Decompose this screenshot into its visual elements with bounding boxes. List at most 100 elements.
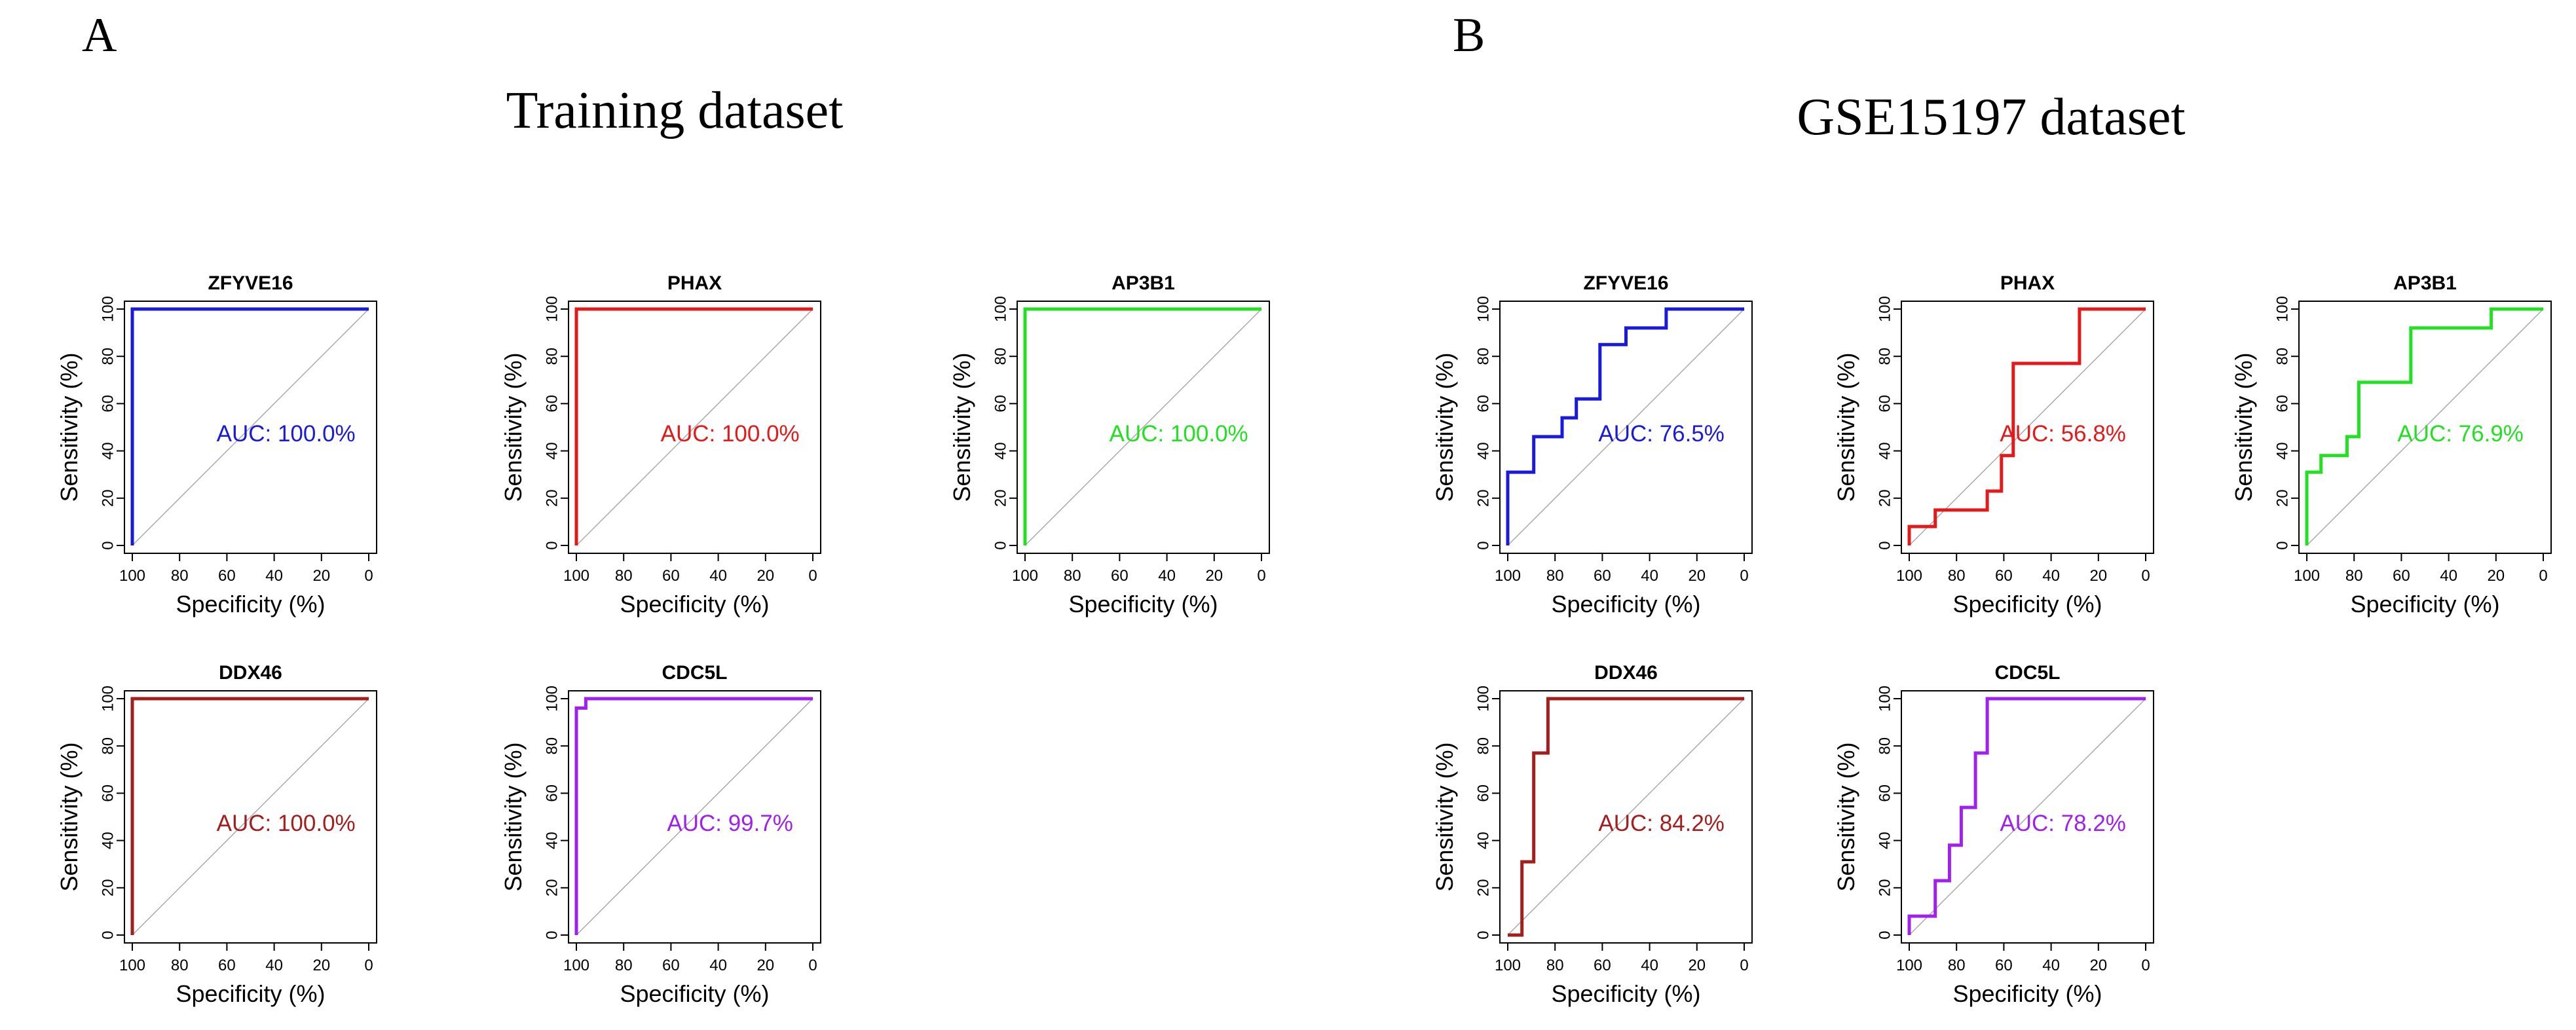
x-tick-label: 20	[312, 957, 330, 974]
x-tick-label: 0	[1740, 567, 1748, 585]
auc-label: AUC: 84.2%	[1598, 811, 1725, 836]
roc-charts: 100 80 60 40 20 0 0 20 40 60 80 100 ZFYVE16 Specifici…	[56, 272, 2552, 1007]
roc-curve	[574, 697, 813, 935]
reference-diagonal	[1507, 308, 1745, 546]
y-tick-label: 80	[1876, 737, 1894, 755]
y-tick-label: 60	[992, 395, 1009, 413]
roc-curve	[1907, 697, 2146, 935]
y-tick-label: 40	[1876, 832, 1894, 849]
y-tick-label: 60	[1876, 784, 1894, 802]
x-tick-label: 60	[1594, 957, 1611, 974]
x-tick-label: 0	[364, 567, 373, 585]
roc-curve	[1506, 307, 1744, 545]
x-tick-label: 40	[2042, 567, 2060, 585]
x-tick-label: 0	[2539, 567, 2547, 585]
x-tick-label: 20	[2487, 567, 2505, 585]
y-tick-label: 80	[543, 348, 561, 365]
roc-curve	[1907, 307, 2146, 545]
y-tick-label: 20	[1474, 879, 1492, 896]
roc-curve	[130, 307, 369, 545]
panel-a-title: Training dataset	[506, 82, 844, 139]
x-tick-label: 60	[662, 567, 680, 585]
reference-diagonal	[1909, 698, 2146, 936]
x-tick-label: 0	[2141, 567, 2150, 585]
auc-label: AUC: 78.2%	[2000, 811, 2126, 836]
y-axis-label: Sensitivity (%)	[1431, 352, 1458, 502]
x-tick-label: 80	[1546, 957, 1564, 974]
y-tick-label: 40	[1474, 832, 1492, 849]
x-tick-label: 100	[119, 957, 145, 974]
reference-diagonal	[576, 308, 813, 546]
roc-chart-panel-a-ddx46: 100 80 60 40 20 0 0 20 40 60 80 100 DDX46 Specificity…	[56, 662, 377, 1007]
y-tick-label: 40	[2273, 442, 2291, 460]
roc-chart-panel-a-cdc5l: 100 80 60 40 20 0 0 20 40 60 80 100 CDC5L Specificity…	[500, 662, 821, 1007]
y-tick-label: 40	[992, 442, 1009, 460]
y-tick-label: 40	[1876, 442, 1894, 460]
x-tick-label: 20	[1205, 567, 1223, 585]
x-tick-label: 0	[808, 567, 817, 585]
y-tick-label: 0	[1876, 541, 1894, 549]
y-tick-label: 0	[2273, 541, 2291, 549]
x-tick-label: 20	[312, 567, 330, 585]
x-tick-label: 20	[1688, 567, 1706, 585]
y-tick-label: 0	[543, 930, 561, 939]
y-tick-label: 100	[1876, 686, 1894, 712]
auc-label: AUC: 76.5%	[1598, 421, 1725, 447]
x-tick-label: 80	[615, 957, 633, 974]
roc-chart-panel-a-ap3b1: 100 80 60 40 20 0 0 20 40 60 80 100 AP3B1 Specificity…	[948, 272, 1270, 617]
x-tick-label: 40	[2440, 567, 2457, 585]
x-tick-label: 100	[119, 567, 145, 585]
x-tick-label: 60	[1594, 567, 1611, 585]
roc-chart-panel-b-phax: 100 80 60 40 20 0 0 20 40 60 80 100 PHAX Specificity …	[1833, 272, 2154, 617]
reference-diagonal	[132, 698, 369, 936]
auc-label: AUC: 100.0%	[661, 421, 800, 447]
y-tick-label: 60	[1474, 395, 1492, 413]
y-tick-label: 40	[99, 442, 117, 460]
x-axis-label: Specificity (%)	[176, 980, 325, 1007]
y-tick-label: 0	[992, 541, 1009, 549]
y-axis-label: Sensitivity (%)	[1833, 742, 1859, 891]
x-tick-label: 60	[1995, 957, 2013, 974]
y-tick-label: 80	[543, 737, 561, 755]
x-axis-label: Specificity (%)	[620, 980, 769, 1007]
y-axis-label: Sensitivity (%)	[1431, 742, 1458, 891]
y-axis-label: Sensitivity (%)	[500, 352, 527, 502]
y-tick-label: 100	[992, 296, 1009, 322]
y-tick-label: 60	[1876, 395, 1894, 413]
y-tick-label: 0	[99, 930, 117, 939]
y-tick-label: 100	[1474, 686, 1492, 712]
x-tick-label: 100	[2294, 567, 2320, 585]
chart-title: DDX46	[219, 662, 282, 684]
y-tick-label: 20	[99, 879, 117, 896]
x-tick-label: 40	[709, 957, 727, 974]
y-tick-label: 0	[543, 541, 561, 549]
y-tick-label: 20	[543, 879, 561, 896]
x-tick-label: 60	[218, 567, 236, 585]
y-tick-label: 40	[1474, 442, 1492, 460]
x-tick-label: 60	[662, 957, 680, 974]
y-axis-label: Sensitivity (%)	[1833, 352, 1859, 502]
y-tick-label: 20	[1876, 879, 1894, 896]
roc-curve	[574, 307, 813, 545]
panel-b-title: GSE15197 dataset	[1797, 88, 2185, 146]
y-tick-label: 100	[1474, 296, 1492, 322]
y-tick-label: 60	[543, 784, 561, 802]
x-tick-label: 80	[2345, 567, 2363, 585]
x-tick-label: 100	[1896, 957, 1922, 974]
reference-diagonal	[132, 308, 369, 546]
panel-a-letter: A	[82, 9, 117, 62]
y-tick-label: 60	[543, 395, 561, 413]
x-tick-label: 60	[1995, 567, 2013, 585]
x-axis-label: Specificity (%)	[1551, 980, 1700, 1007]
roc-curve	[130, 697, 369, 935]
y-tick-label: 0	[99, 541, 117, 549]
x-axis-label: Specificity (%)	[1551, 591, 1700, 617]
x-tick-label: 0	[2141, 957, 2150, 974]
x-tick-label: 100	[563, 567, 589, 585]
x-tick-label: 0	[1257, 567, 1265, 585]
auc-label: AUC: 100.0%	[1110, 421, 1248, 447]
x-tick-label: 60	[1111, 567, 1129, 585]
y-axis-label: Sensitivity (%)	[56, 352, 83, 502]
